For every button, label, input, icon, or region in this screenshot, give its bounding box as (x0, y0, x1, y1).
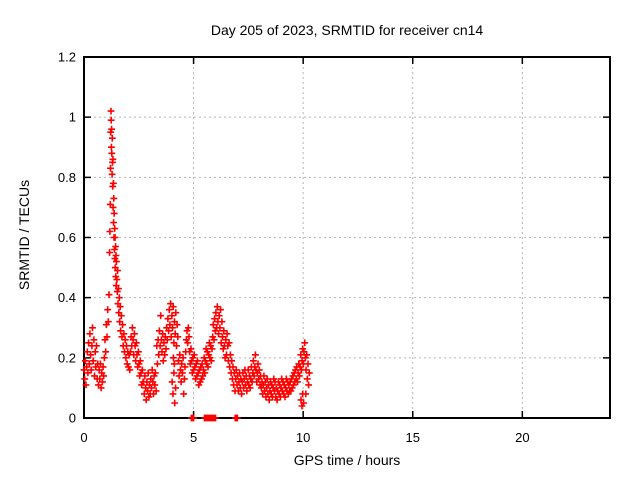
grid-lines (84, 57, 610, 418)
y-tick-label: 0.6 (58, 230, 76, 245)
x-tick-label: 15 (406, 430, 420, 445)
y-tick-label: 0.2 (58, 350, 76, 365)
y-tick-label: 0 (69, 411, 76, 426)
y-tick-label: 1 (69, 110, 76, 125)
x-tick-label: 10 (296, 430, 310, 445)
y-tick-label: 0.8 (58, 170, 76, 185)
chart-title: Day 205 of 2023, SRMTID for receiver cn1… (210, 22, 484, 38)
y-tick-label: 1.2 (58, 50, 76, 65)
y-tick-label: 0.4 (58, 290, 76, 305)
x-tick-label: 0 (80, 430, 87, 445)
x-axis-label: GPS time / hours (293, 452, 401, 468)
x-tick-label: 5 (190, 430, 197, 445)
plot-border (83, 56, 611, 419)
x-tick-label: 20 (515, 430, 529, 445)
data-series-markers (80, 107, 313, 422)
